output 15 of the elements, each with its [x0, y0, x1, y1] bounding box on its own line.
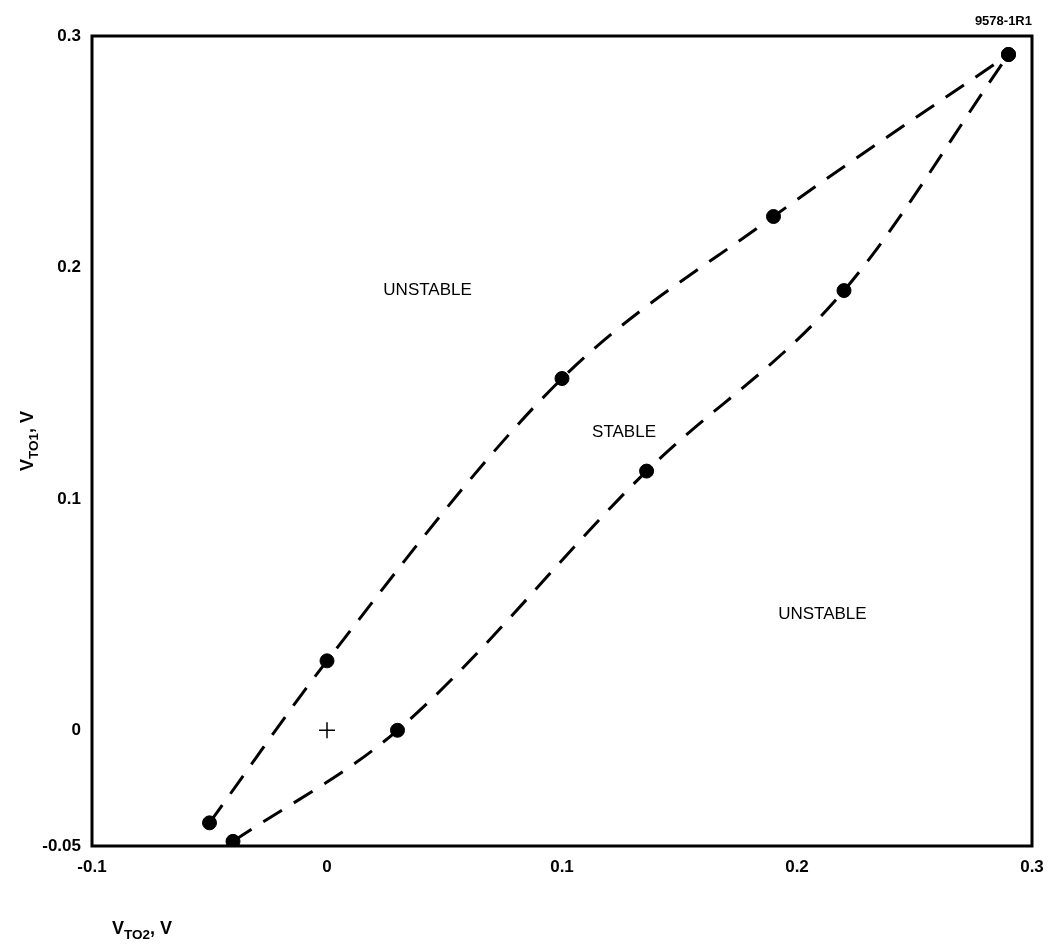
y-tick-label: 0.2: [57, 257, 81, 277]
y-tick-label: 0.1: [57, 488, 81, 508]
x-tick-label: -0.1: [77, 856, 107, 876]
annotation: UNSTABLE: [778, 604, 867, 624]
x-tick-label: 0.1: [550, 856, 574, 876]
x-tick-label: 0: [322, 856, 332, 876]
annotation: UNSTABLE: [383, 280, 472, 300]
y-tick-label: 0: [71, 719, 81, 739]
text: 9578-1R1: [974, 13, 1032, 29]
x-tick-label: 0.3: [1020, 856, 1044, 876]
y-axis-title: VTO1, V: [16, 410, 42, 472]
annotation: STABLE: [592, 421, 657, 441]
y-tick-label: -0.05: [42, 835, 81, 855]
y-tick-label: 0.3: [57, 25, 81, 45]
x-tick-label: 0.2: [785, 856, 809, 876]
